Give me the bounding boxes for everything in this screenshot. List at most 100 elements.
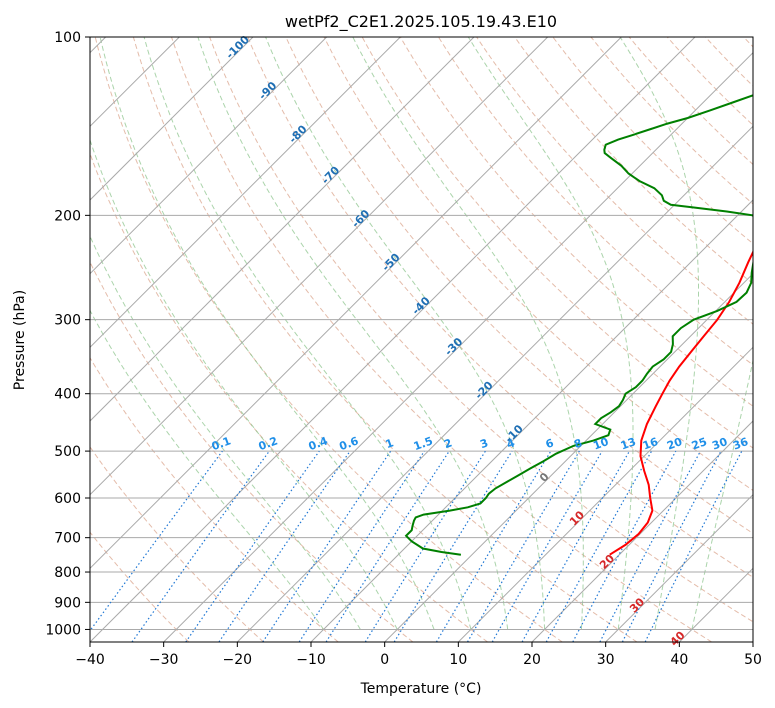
dry-adiabat [90, 260, 414, 642]
moist-adiabat [90, 235, 361, 630]
sounding-line-1 [609, 249, 753, 556]
dry-adiabat [552, 37, 753, 245]
mixing-ratio-line [644, 450, 743, 642]
x-tick-label: 0 [380, 652, 389, 668]
chart-title: wetPf2_C2E1.2025.105.19.43.E10 [285, 12, 557, 32]
mixing-ratio-label: 25 [690, 435, 709, 452]
moist-adiabat [619, 37, 699, 630]
isotherm [163, 51, 753, 642]
isotherm [90, 37, 622, 570]
series-layer [404, 94, 753, 556]
y-tick-label: 900 [54, 595, 81, 611]
isotherm [752, 641, 753, 642]
sounding-line-2 [404, 94, 753, 556]
mixing-ratio-label: 2 [442, 436, 454, 451]
x-axis-title: Temperature (°C) [360, 681, 482, 697]
mixing-ratio-label: 3 [478, 436, 490, 451]
y-tick-label: 500 [54, 444, 81, 460]
isotherm [605, 493, 753, 642]
moist-adiabat [143, 37, 472, 630]
mixing-ratio-label: 0.1 [210, 434, 233, 453]
mixing-ratio-line [325, 450, 450, 642]
isotherm [90, 37, 696, 642]
isotherm [90, 37, 254, 201]
x-tick-label: −40 [75, 652, 105, 668]
y-axis-ticks: 100 200 300 400 500 600 700 800 900 1000 [45, 30, 90, 638]
moist-adiabat [467, 37, 634, 630]
x-axis-ticks: −40 −30 −20 −10 0 10 20 30 40 50 [75, 642, 762, 668]
mixing-ratio-label: 0.4 [307, 434, 330, 453]
x-tick-label: 40 [670, 652, 688, 668]
moist-adiabat [90, 309, 324, 630]
mixing-ratio-label: 0.6 [338, 434, 361, 453]
mixing-ratio-label: 4 [505, 436, 517, 451]
isotherm [457, 346, 753, 642]
mixing-ratio-line [218, 450, 351, 642]
isotherm [90, 37, 401, 349]
y-tick-label: 300 [54, 313, 81, 329]
x-tick-label: 50 [744, 652, 762, 668]
isotherm [90, 37, 328, 275]
y-tick-label: 1000 [45, 622, 81, 638]
mixing-ratio-line [545, 450, 653, 642]
moist-adiabat [90, 138, 398, 630]
y-tick-label: 400 [54, 387, 81, 403]
x-tick-label: −20 [223, 652, 253, 668]
dry-adiabat [361, 37, 753, 449]
dry-adiabat [171, 37, 712, 642]
dry-adiabat [132, 37, 638, 642]
x-tick-label: −10 [296, 652, 326, 668]
x-tick-label: 20 [523, 652, 541, 668]
mixing-ratio-line [131, 450, 270, 642]
mixing-ratio-line [521, 450, 631, 642]
moist-adiabat [691, 358, 753, 630]
mixing-ratio-line [185, 450, 320, 642]
y-tick-label: 200 [54, 208, 81, 224]
mixing-ratio-label: 6 [544, 436, 556, 451]
y-tick-label: 600 [54, 491, 81, 507]
mixing-ratio-line [90, 450, 223, 632]
y-axis-title: Pressure (hPa) [12, 290, 28, 390]
mixing-ratio-line [572, 450, 677, 642]
y-tick-label: 700 [54, 531, 81, 547]
dry-adiabat [90, 356, 339, 642]
moist-adiabat [265, 37, 546, 630]
mixing-ratio-line [393, 450, 513, 642]
isotherm [90, 37, 549, 496]
dry-adiabat [437, 37, 753, 366]
y-tick-label: 100 [54, 30, 81, 46]
mixing-ratio-label: 13 [619, 435, 638, 452]
plot-frame [89, 36, 754, 643]
dry-adiabat [590, 37, 753, 205]
y-tick-label: 800 [54, 565, 81, 581]
isotherm [384, 272, 753, 642]
moist-adiabat [352, 37, 584, 630]
mixing-ratio-label: 1.5 [412, 434, 435, 453]
mixing-ratio-label: 1 [384, 436, 396, 451]
dry-adiabat [476, 37, 753, 325]
moist-adiabat [99, 37, 435, 630]
mixing-ratio-label: 10 [591, 435, 610, 453]
dry-adiabat [90, 531, 190, 642]
dry-adiabat [323, 37, 753, 491]
mixing-ratio-line [298, 450, 425, 642]
mixing-ratio-label: 20 [665, 435, 684, 453]
mixing-ratio-label: 0.2 [257, 434, 280, 453]
isotherm [531, 420, 753, 642]
grid-layer [90, 37, 753, 642]
x-tick-label: 10 [449, 652, 467, 668]
mixing-ratio-label: 8 [572, 436, 584, 451]
mixing-ratio-line [262, 450, 392, 642]
mixing-ratio-label: 30 [710, 435, 729, 453]
isotherm [236, 125, 753, 642]
dry-adiabat [247, 37, 753, 578]
dry-adiabat [90, 152, 488, 642]
x-tick-label: −30 [149, 652, 179, 668]
dry-adiabat [399, 37, 753, 407]
x-tick-label: 30 [597, 652, 615, 668]
isotherm [90, 37, 475, 422]
moist-adiabat [197, 37, 509, 630]
mixing-ratio-label: 36 [731, 435, 750, 453]
dry-adiabat [285, 37, 753, 535]
